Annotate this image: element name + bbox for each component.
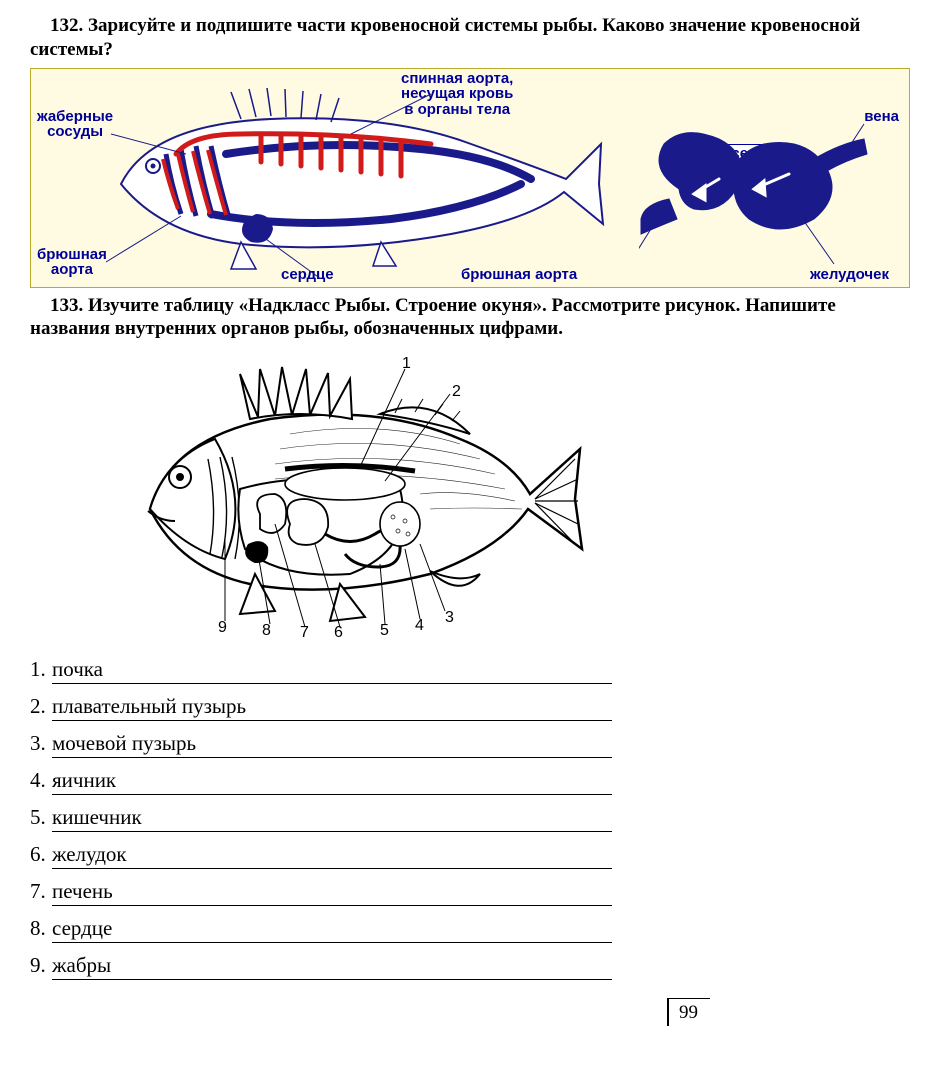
answer-text: печень [52, 879, 612, 906]
answer-row: 7.печень [30, 879, 910, 906]
heart-detail-svg [639, 119, 869, 269]
answer-text: желудок [52, 842, 612, 869]
perch-anatomy-svg [130, 349, 590, 639]
task-132-header: 132. Зарисуйте и подпишите части кровено… [30, 14, 910, 62]
answer-row: 1.почка [30, 657, 910, 684]
callout-5: 5 [380, 622, 389, 640]
callout-9: 9 [218, 619, 227, 637]
page-number: 99 [667, 998, 710, 1026]
task-133-header: 133. Изучите таблицу «Надкласс Рыбы. Стр… [30, 294, 910, 342]
answer-list: 1.почка 2.плавательный пузырь 3.мочевой … [30, 657, 910, 980]
perch-anatomy-figure: 1 2 3 4 5 6 7 8 9 [130, 349, 590, 649]
page-footer: 99 [30, 998, 910, 1026]
label-vein: вена [864, 109, 899, 125]
callout-1: 1 [402, 355, 411, 373]
callout-6: 6 [334, 624, 343, 642]
answer-text: мочевой пузырь [52, 731, 612, 758]
task-133-number: 133. [50, 295, 83, 316]
callout-8: 8 [262, 622, 271, 640]
answer-text: жабры [52, 953, 612, 980]
answer-num: 7. [30, 879, 52, 904]
callout-3: 3 [445, 609, 454, 627]
answer-num: 9. [30, 953, 52, 978]
answer-num: 6. [30, 842, 52, 867]
answer-num: 8. [30, 916, 52, 941]
answer-row: 9.жабры [30, 953, 910, 980]
answer-num: 1. [30, 657, 52, 682]
answer-row: 3.мочевой пузырь [30, 731, 910, 758]
task-133-text: Изучите таблицу «Надкласс Рыбы. Строение… [30, 295, 836, 340]
answer-text: яичник [52, 768, 612, 795]
fish-circulatory-svg [91, 84, 611, 279]
answer-row: 5.кишечник [30, 805, 910, 832]
task-132-text: Зарисуйте и подпишите части кровеносной … [30, 15, 860, 60]
answer-num: 5. [30, 805, 52, 830]
callout-4: 4 [415, 617, 424, 635]
label-ventricle: желудочек [810, 267, 889, 283]
answer-row: 2.плавательный пузырь [30, 694, 910, 721]
callout-2: 2 [452, 383, 461, 401]
answer-num: 2. [30, 694, 52, 719]
answer-row: 4.яичник [30, 768, 910, 795]
answer-text: плавательный пузырь [52, 694, 612, 721]
circulatory-diagram-panel: жаберные сосуды спинная аорта, несущая к… [30, 68, 910, 288]
answer-row: 8.сердце [30, 916, 910, 943]
callout-7: 7 [300, 624, 309, 642]
answer-text: кишечник [52, 805, 612, 832]
answer-num: 4. [30, 768, 52, 793]
answer-num: 3. [30, 731, 52, 756]
answer-row: 6.желудок [30, 842, 910, 869]
task-132-number: 132. [50, 15, 83, 36]
answer-text: почка [52, 657, 612, 684]
answer-text: сердце [52, 916, 612, 943]
